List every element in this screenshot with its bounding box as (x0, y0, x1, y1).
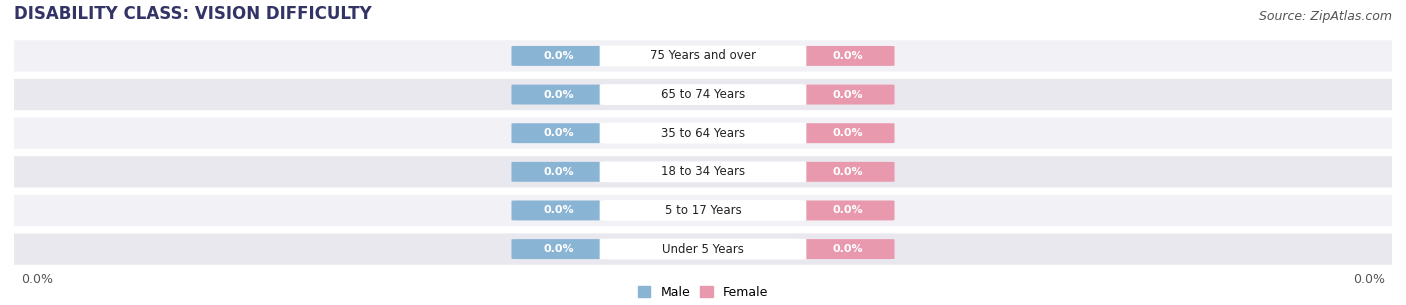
FancyBboxPatch shape (4, 233, 1402, 265)
FancyBboxPatch shape (4, 195, 1402, 226)
Text: 0.0%: 0.0% (832, 90, 863, 99)
Text: 0.0%: 0.0% (832, 244, 863, 254)
Text: 0.0%: 0.0% (543, 167, 574, 177)
FancyBboxPatch shape (4, 156, 1402, 188)
Text: 18 to 34 Years: 18 to 34 Years (661, 165, 745, 178)
Text: 0.0%: 0.0% (832, 128, 863, 138)
FancyBboxPatch shape (512, 239, 605, 259)
FancyBboxPatch shape (801, 46, 894, 66)
FancyBboxPatch shape (4, 40, 1402, 72)
Text: 0.0%: 0.0% (543, 128, 574, 138)
Text: DISABILITY CLASS: VISION DIFFICULTY: DISABILITY CLASS: VISION DIFFICULTY (14, 5, 371, 23)
FancyBboxPatch shape (512, 84, 605, 105)
FancyBboxPatch shape (599, 45, 807, 66)
FancyBboxPatch shape (801, 239, 894, 259)
Text: 0.0%: 0.0% (543, 206, 574, 215)
Text: 0.0%: 0.0% (543, 51, 574, 61)
FancyBboxPatch shape (599, 161, 807, 182)
Text: Under 5 Years: Under 5 Years (662, 242, 744, 256)
Text: 0.0%: 0.0% (543, 90, 574, 99)
FancyBboxPatch shape (801, 123, 894, 143)
FancyBboxPatch shape (801, 84, 894, 105)
Text: 0.0%: 0.0% (832, 51, 863, 61)
Text: 0.0%: 0.0% (832, 206, 863, 215)
Text: 75 Years and over: 75 Years and over (650, 49, 756, 63)
FancyBboxPatch shape (599, 123, 807, 144)
Text: 0.0%: 0.0% (21, 273, 53, 286)
FancyBboxPatch shape (4, 117, 1402, 149)
Text: Source: ZipAtlas.com: Source: ZipAtlas.com (1258, 10, 1392, 23)
Text: 0.0%: 0.0% (543, 244, 574, 254)
FancyBboxPatch shape (512, 200, 605, 221)
Text: 65 to 74 Years: 65 to 74 Years (661, 88, 745, 101)
FancyBboxPatch shape (801, 200, 894, 221)
Text: 0.0%: 0.0% (832, 167, 863, 177)
Text: 5 to 17 Years: 5 to 17 Years (665, 204, 741, 217)
Legend: Male, Female: Male, Female (633, 281, 773, 304)
Text: 35 to 64 Years: 35 to 64 Years (661, 127, 745, 140)
FancyBboxPatch shape (801, 162, 894, 182)
FancyBboxPatch shape (599, 200, 807, 221)
FancyBboxPatch shape (4, 79, 1402, 110)
FancyBboxPatch shape (599, 239, 807, 260)
FancyBboxPatch shape (512, 46, 605, 66)
FancyBboxPatch shape (512, 123, 605, 143)
FancyBboxPatch shape (512, 162, 605, 182)
Text: 0.0%: 0.0% (1353, 273, 1385, 286)
FancyBboxPatch shape (599, 84, 807, 105)
